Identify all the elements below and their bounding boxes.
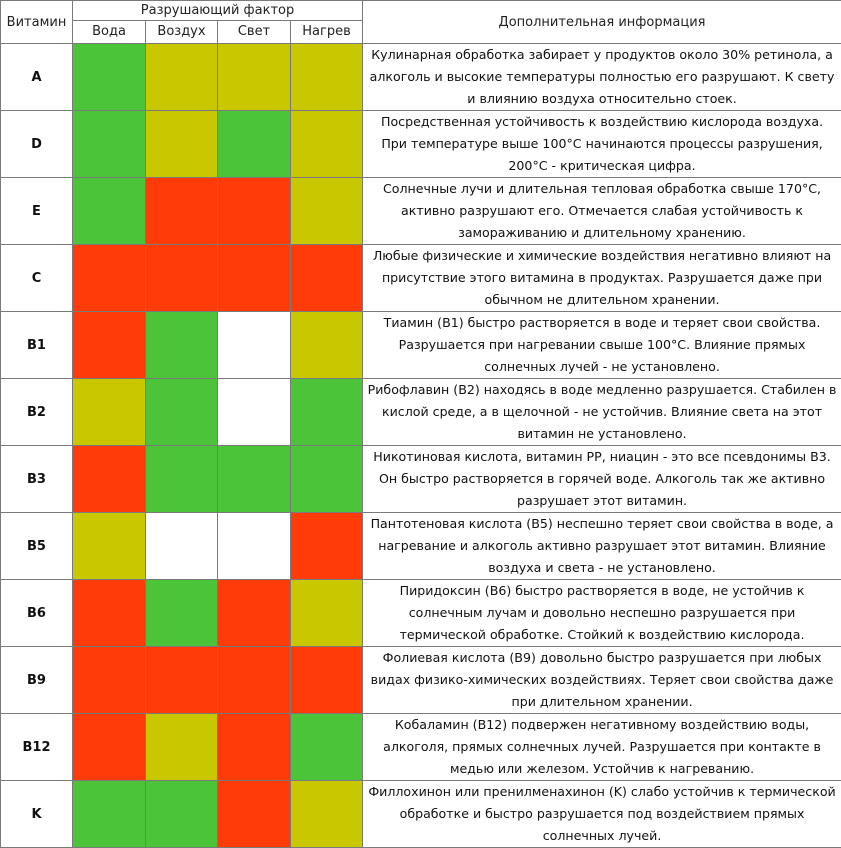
vitamin-name: D [1,111,73,178]
header-factor-light: Свет [218,21,291,44]
factor-cell-air [146,647,218,714]
header-factor-air: Воздух [146,21,218,44]
factor-cell-air [146,781,218,848]
factor-cell-water [73,245,146,312]
info-text: Рибофлавин (B2) находясь в воде медленно… [363,379,841,446]
factor-cell-air [146,44,218,111]
factor-cell-water [73,580,146,647]
factor-cell-light [218,446,291,513]
info-text: Пиридоксин (B6) быстро растворяется в во… [363,580,841,647]
vitamin-name: K [1,781,73,848]
factor-cell-light [218,379,291,446]
factor-cell-heat [291,714,363,781]
table-row: B3 Никотиновая кислота, витамин PP, ниаци… [1,446,841,513]
info-text: Посредственная устойчивость к воздействи… [363,111,841,178]
factor-cell-air [146,312,218,379]
factor-cell-air [146,178,218,245]
factor-cell-heat [291,781,363,848]
table-row: A Кулинарная обработка забирает у продукт… [1,44,841,111]
table-row: B6 Пиридоксин (B6) быстро растворяется в … [1,580,841,647]
factor-cell-heat [291,580,363,647]
info-text: Кулинарная обработка забирает у продукто… [363,44,841,111]
factor-cell-light [218,580,291,647]
table-row: B1 Тиамин (B1) быстро растворяется в воде… [1,312,841,379]
factor-cell-heat [291,379,363,446]
factor-cell-water [73,714,146,781]
table-row: B5 Пантотеновая кислота (B5) неспешно тер… [1,513,841,580]
factor-cell-water [73,513,146,580]
vitamin-name: E [1,178,73,245]
info-text: Филлохинон или пренилменахинон (K) слабо… [363,781,841,848]
factor-cell-air [146,379,218,446]
table-row: E Солнечные лучи и длительная тепловая об… [1,178,841,245]
table-row: B12 Кобаламин (B12) подвержен негативному… [1,714,841,781]
header-info: Дополнительная информация [363,1,841,44]
factor-cell-air [146,513,218,580]
info-text: Фолиевая кислота (B9) довольно быстро ра… [363,647,841,714]
factor-cell-light [218,245,291,312]
factor-cell-heat [291,312,363,379]
vitamin-name: B3 [1,446,73,513]
vitamin-name: B6 [1,580,73,647]
factor-cell-heat [291,111,363,178]
factor-cell-heat [291,44,363,111]
factor-cell-air [146,245,218,312]
factor-cell-air [146,714,218,781]
factor-cell-light [218,111,291,178]
factor-cell-water [73,647,146,714]
factor-cell-air [146,111,218,178]
factor-cell-heat [291,446,363,513]
factor-cell-water [73,178,146,245]
factor-cell-water [73,446,146,513]
factor-cell-water [73,379,146,446]
vitamin-name: B12 [1,714,73,781]
table-row: C Любые физические и химические воздейств… [1,245,841,312]
info-text: Кобаламин (B12) подвержен негативному во… [363,714,841,781]
vitamin-name: B5 [1,513,73,580]
factor-cell-air [146,446,218,513]
table-body: A Кулинарная обработка забирает у продукт… [1,44,841,848]
header-factor-heat: Нагрев [291,21,363,44]
vitamin-name: B2 [1,379,73,446]
vitamin-name: B9 [1,647,73,714]
header-factor-water: Вода [73,21,146,44]
table-row: B2 Рибофлавин (B2) находясь в воде медлен… [1,379,841,446]
vitamin-name: A [1,44,73,111]
factor-cell-light [218,647,291,714]
info-text: Солнечные лучи и длительная тепловая обр… [363,178,841,245]
header-factor-group: Разрушающий фактор [73,1,363,21]
info-text: Никотиновая кислота, витамин PP, ниацин … [363,446,841,513]
table-row: K Филлохинон или пренилменахинон (K) слаб… [1,781,841,848]
factor-cell-light [218,714,291,781]
info-text: Пантотеновая кислота (B5) неспешно теряе… [363,513,841,580]
factor-cell-air [146,580,218,647]
info-text: Тиамин (B1) быстро растворяется в воде и… [363,312,841,379]
table-row: D Посредственная устойчивость к воздейств… [1,111,841,178]
header-vitamin: Витамин [1,1,73,44]
factor-cell-heat [291,178,363,245]
factor-cell-water [73,44,146,111]
factor-cell-light [218,178,291,245]
factor-cell-light [218,513,291,580]
info-text: Любые физические и химические воздействи… [363,245,841,312]
factor-cell-light [218,312,291,379]
table-row: B9 Фолиевая кислота (B9) довольно быстро … [1,647,841,714]
factor-cell-heat [291,647,363,714]
factor-cell-heat [291,245,363,312]
vitamin-name: B1 [1,312,73,379]
factor-cell-light [218,44,291,111]
factor-cell-water [73,111,146,178]
vitamin-name: C [1,245,73,312]
factor-cell-water [73,781,146,848]
factor-cell-heat [291,513,363,580]
factor-cell-water [73,312,146,379]
factor-cell-light [218,781,291,848]
